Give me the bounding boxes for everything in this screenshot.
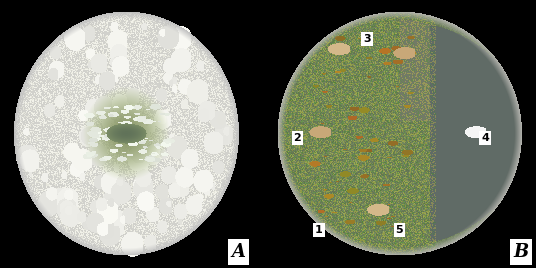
Text: A: A [232, 243, 245, 261]
Text: B: B [513, 243, 528, 261]
Text: 2: 2 [294, 133, 301, 143]
Text: 4: 4 [481, 133, 489, 143]
Text: 1: 1 [315, 225, 323, 236]
Text: 3: 3 [363, 34, 371, 44]
Text: 5: 5 [396, 225, 403, 236]
